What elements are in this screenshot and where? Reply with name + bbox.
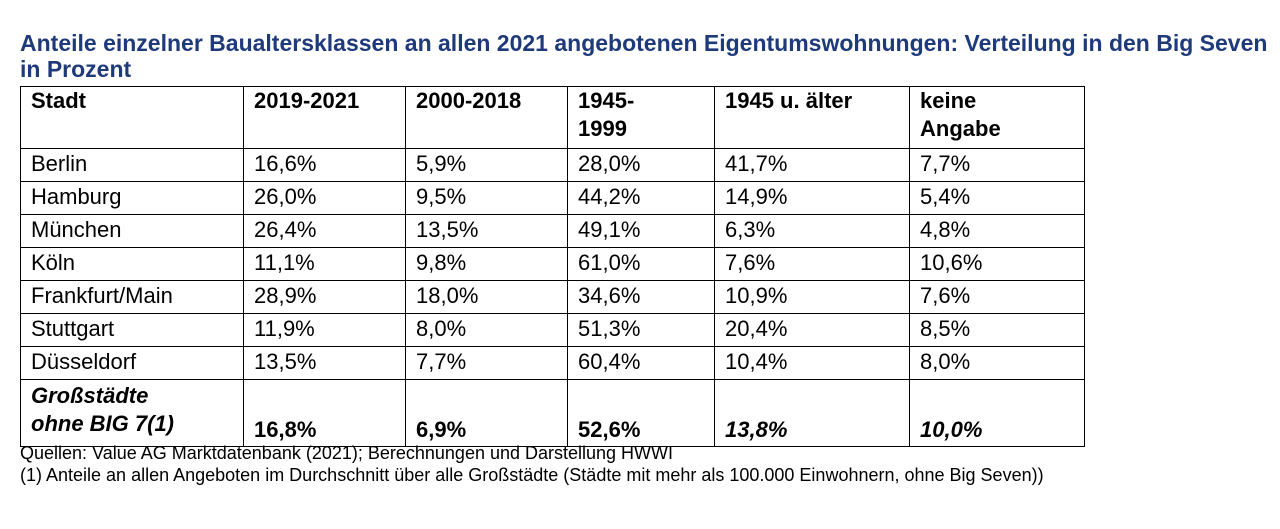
summary-cell: 16,8% <box>243 379 406 447</box>
value-cell: 34,6% <box>567 280 715 314</box>
summary-cell-label: Großstädte ohne BIG 7(1) <box>20 379 244 447</box>
value-cell: 49,1% <box>567 214 715 248</box>
value-cell: 10,6% <box>909 247 1085 281</box>
header-cell-city: Stadt <box>20 86 244 149</box>
value-cell: 18,0% <box>405 280 568 314</box>
value-cell: 26,0% <box>243 181 406 215</box>
city-cell: Köln <box>20 247 244 281</box>
value-cell: 16,6% <box>243 148 406 182</box>
value-cell: 8,0% <box>909 346 1085 380</box>
value-cell: 44,2% <box>567 181 715 215</box>
table-row: Hamburg 26,0% 9,5% 44,2% 14,9% 5,4% <box>20 181 1085 215</box>
value-cell: 20,4% <box>714 313 910 347</box>
value-cell: 8,5% <box>909 313 1085 347</box>
table-row: Köln 11,1% 9,8% 61,0% 7,6% 10,6% <box>20 247 1085 281</box>
value-cell: 7,6% <box>909 280 1085 314</box>
table-row: Düsseldorf 13,5% 7,7% 60,4% 10,4% 8,0% <box>20 346 1085 380</box>
table-body: Berlin 16,6% 5,9% 28,0% 41,7% 7,7% Hamburg 26,0… <box>20 148 1085 380</box>
table-row: Berlin 16,6% 5,9% 28,0% 41,7% 7,7% <box>20 148 1085 182</box>
value-cell: 14,9% <box>714 181 910 215</box>
value-cell: 41,7% <box>714 148 910 182</box>
table-row: Frankfurt/Main 28,9% 18,0% 34,6% 10,9% 7,6% <box>20 280 1085 314</box>
summary-cell: 6,9% <box>405 379 568 447</box>
summary-row: Großstädte ohne BIG 7(1) 16,8% 6,9% 52,6… <box>20 379 1085 447</box>
notes: Quellen: Value AG Marktdatenbank (2021);… <box>20 442 1260 486</box>
value-cell: 8,0% <box>405 313 568 347</box>
summary-cell: 10,0% <box>909 379 1085 447</box>
city-cell: Stuttgart <box>20 313 244 347</box>
value-cell: 7,7% <box>405 346 568 380</box>
header-cell-2019-2021: 2019-2021 <box>243 86 406 149</box>
city-cell: Hamburg <box>20 181 244 215</box>
value-cell: 26,4% <box>243 214 406 248</box>
value-cell: 4,8% <box>909 214 1085 248</box>
value-cell: 6,3% <box>714 214 910 248</box>
value-cell: 11,9% <box>243 313 406 347</box>
value-cell: 5,9% <box>405 148 568 182</box>
value-cell: 7,6% <box>714 247 910 281</box>
value-cell: 11,1% <box>243 247 406 281</box>
table-header-row: Stadt 2019-2021 2000-2018 1945- 1999 194… <box>20 86 1085 149</box>
table-row: München 26,4% 13,5% 49,1% 6,3% 4,8% <box>20 214 1085 248</box>
value-cell: 9,8% <box>405 247 568 281</box>
value-cell: 5,4% <box>909 181 1085 215</box>
header-cell-1945-older: 1945 u. älter <box>714 86 910 149</box>
source-note: Quellen: Value AG Marktdatenbank (2021);… <box>20 443 674 463</box>
value-cell: 28,9% <box>243 280 406 314</box>
value-cell: 13,5% <box>405 214 568 248</box>
value-cell: 60,4% <box>567 346 715 380</box>
table-row: Stuttgart 11,9% 8,0% 51,3% 20,4% 8,5% <box>20 313 1085 347</box>
summary-cell: 52,6% <box>567 379 715 447</box>
table-title: Anteile einzelner Baualtersklassen an al… <box>20 30 1268 82</box>
value-cell: 9,5% <box>405 181 568 215</box>
value-cell: 7,7% <box>909 148 1085 182</box>
value-cell: 10,4% <box>714 346 910 380</box>
city-cell: München <box>20 214 244 248</box>
data-table: Stadt 2019-2021 2000-2018 1945- 1999 194… <box>20 86 1085 447</box>
value-cell: 51,3% <box>567 313 715 347</box>
value-cell: 13,5% <box>243 346 406 380</box>
footnote: (1) Anteile an allen Angeboten im Durchs… <box>20 465 1044 485</box>
header-cell-2000-2018: 2000-2018 <box>405 86 568 149</box>
value-cell: 10,9% <box>714 280 910 314</box>
summary-cell: 13,8% <box>714 379 910 447</box>
value-cell: 61,0% <box>567 247 715 281</box>
city-cell: Frankfurt/Main <box>20 280 244 314</box>
city-cell: Berlin <box>20 148 244 182</box>
header-cell-1945-1999: 1945- 1999 <box>567 86 715 149</box>
header-cell-no-data: keine Angabe <box>909 86 1085 149</box>
city-cell: Düsseldorf <box>20 346 244 380</box>
value-cell: 28,0% <box>567 148 715 182</box>
